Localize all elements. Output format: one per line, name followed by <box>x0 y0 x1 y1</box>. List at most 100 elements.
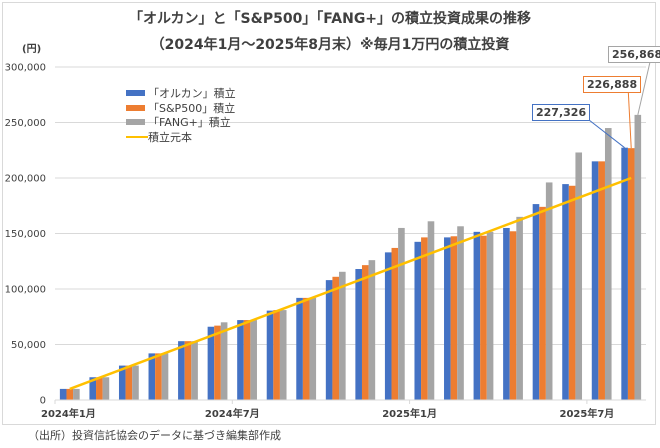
data-label-sp500-latest: 226,888 <box>583 76 642 93</box>
bar-orukan <box>207 326 215 400</box>
gridlines <box>55 66 646 345</box>
x-tick-label: 2025年1月 <box>382 407 437 420</box>
bar-fang <box>102 377 110 400</box>
legend-swatch-principal <box>126 135 148 138</box>
bar-sp500 <box>302 297 310 400</box>
bar-fang <box>604 128 612 401</box>
source-note: （出所）投資信託協会のデータに基づき編集部作成 <box>28 429 281 442</box>
bar-fang <box>516 216 523 400</box>
bar-orukan <box>296 297 303 400</box>
y-tick-label: 50,000 <box>11 340 46 351</box>
bars <box>59 114 642 401</box>
bar-fang <box>339 271 346 400</box>
legend-swatch-fang <box>126 119 145 126</box>
bar-orukan <box>473 231 481 400</box>
bar-fang <box>368 260 376 400</box>
bar-sp500 <box>421 237 428 400</box>
bar-fang <box>398 227 405 400</box>
x-tick-label: 2024年1月 <box>41 407 96 420</box>
y-axis-ticks: 0 50,000 100,000 150,000 200,000 250,000 300,0… <box>5 63 46 407</box>
bar-fang <box>279 310 287 400</box>
legend-label-orukan: 「オルカン」積立 <box>148 87 236 101</box>
y-tick-label: 100,000 <box>5 285 46 296</box>
bar-sp500 <box>509 231 517 400</box>
bar-fang <box>427 221 435 400</box>
legend-item-orukan: 「オルカン」積立 <box>126 86 236 101</box>
bar-fang <box>250 320 257 400</box>
bar-sp500 <box>125 365 133 400</box>
bar-orukan <box>355 269 362 400</box>
bar-sp500 <box>391 247 399 400</box>
bar-orukan <box>266 310 274 400</box>
bar-sp500 <box>243 320 251 400</box>
x-tick-label: 2025年7月 <box>560 407 615 420</box>
bar-orukan <box>532 204 540 400</box>
bar-orukan <box>591 161 599 400</box>
bar-fang <box>575 152 583 400</box>
bar-orukan <box>89 377 97 400</box>
bar-fang <box>457 226 464 400</box>
bar-orukan <box>178 341 185 400</box>
bar-fang <box>132 365 139 400</box>
y-tick-label: 250,000 <box>5 118 46 129</box>
bar-orukan <box>325 280 333 400</box>
bar-fang <box>73 388 80 400</box>
legend-item-sp500: 「S&P500」積立 <box>126 101 236 116</box>
legend: 「オルカン」積立 「S&P500」積立 「FANG+」積立 積立元本 <box>126 86 236 144</box>
callout-leader-line <box>627 85 632 149</box>
bar-fang <box>545 182 553 400</box>
callout-leader-line <box>637 61 651 115</box>
bar-sp500 <box>539 206 546 400</box>
principal-line <box>69 176 632 391</box>
bar-sp500 <box>598 161 605 400</box>
legend-item-principal: 積立元本 <box>126 130 236 145</box>
legend-swatch-orukan <box>126 90 145 97</box>
bar-sp500 <box>66 388 74 400</box>
bar-sp500 <box>273 310 280 400</box>
bar-orukan <box>562 184 569 400</box>
bar-fang <box>220 322 228 400</box>
bar-fang <box>486 231 494 400</box>
y-tick-label: 0 <box>40 396 46 407</box>
bar-orukan <box>621 147 628 400</box>
bar-fang <box>161 353 169 400</box>
bar-sp500 <box>361 265 369 400</box>
legend-item-fang: 「FANG+」積立 <box>126 115 236 130</box>
legend-label-fang: 「FANG+」積立 <box>148 116 231 130</box>
bar-sp500 <box>184 341 192 400</box>
bar-sp500 <box>214 325 221 400</box>
legend-label-principal: 積立元本 <box>148 130 192 144</box>
bar-orukan <box>444 237 451 400</box>
bar-orukan <box>414 241 422 400</box>
x-axis: 2024年1月 2024年7月 2025年1月 2025年7月 <box>41 399 646 420</box>
bar-orukan <box>237 320 244 400</box>
legend-swatch-sp500 <box>126 104 145 111</box>
bar-orukan <box>503 227 510 400</box>
chart-frame <box>2 2 656 425</box>
y-tick-label: 300,000 <box>5 63 46 74</box>
chart-subtitle: （2024年1月～2025年8月末）※毎月1万円の積立投資 <box>150 37 510 53</box>
bar-fang <box>309 297 317 400</box>
legend-label-sp500: 「S&P500」積立 <box>148 101 236 115</box>
bar-sp500 <box>450 236 458 400</box>
x-tick-label: 2024年7月 <box>205 407 260 420</box>
bar-sp500 <box>332 276 340 400</box>
bar-orukan <box>148 353 156 400</box>
bar-sp500 <box>480 235 487 400</box>
y-tick-label: 200,000 <box>5 174 46 185</box>
bar-sp500 <box>96 377 103 400</box>
bar-sp500 <box>568 185 576 400</box>
data-label-fang-latest: 256,868 <box>608 46 660 63</box>
bar-sp500 <box>627 148 635 400</box>
principal-line-path <box>69 176 632 391</box>
bar-fang <box>634 114 642 400</box>
bar-orukan <box>59 388 67 400</box>
bar-orukan <box>384 252 392 400</box>
bar-sp500 <box>155 353 162 400</box>
chart-title: 「オルカン」と「S&P500」「FANG+」の積立投資成果の推移 <box>128 11 532 27</box>
y-axis-unit-label: (円) <box>22 44 42 55</box>
y-tick-label: 150,000 <box>5 229 46 240</box>
data-label-orukan-latest: 227,326 <box>532 104 591 121</box>
bar-fang <box>191 341 198 400</box>
